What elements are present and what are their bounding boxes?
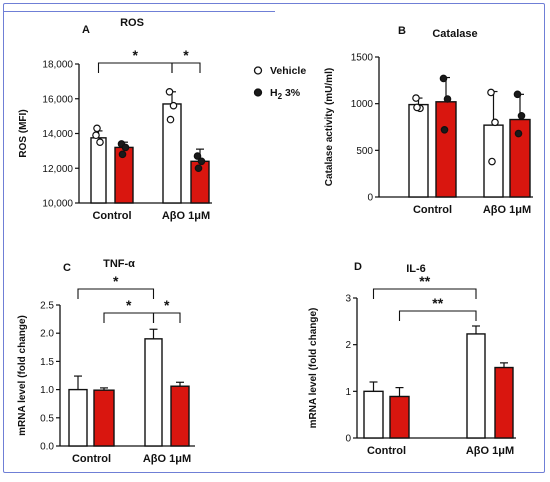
x-category-label: Control <box>413 204 452 216</box>
data-point <box>513 90 522 99</box>
data-point <box>165 88 174 96</box>
y-axis-label: ROS (MFI) <box>18 109 29 157</box>
significance-bracket <box>152 312 181 323</box>
data-point <box>121 143 130 152</box>
data-point <box>443 95 452 103</box>
significance-stars: * <box>164 297 170 313</box>
legend-marker-vehicle <box>253 66 263 75</box>
significance-bracket <box>97 62 173 73</box>
data-point <box>166 115 175 124</box>
significance-bracket <box>103 312 155 323</box>
panel-letter: D <box>354 261 362 273</box>
y-tick-label: 1 <box>345 387 351 398</box>
x-category-label: AβO 1μM <box>466 445 514 457</box>
data-point <box>439 74 448 83</box>
bar-treatment <box>93 389 115 447</box>
panel-letter: B <box>398 25 406 37</box>
data-point <box>413 103 421 112</box>
y-tick-label: 12,000 <box>42 164 73 175</box>
y-tick-label: 2.5 <box>40 301 54 312</box>
significance-bracket <box>398 310 477 321</box>
bar-vehicle <box>144 338 163 447</box>
y-tick-label: 0.5 <box>40 413 54 424</box>
panel-title: TNF-α <box>103 258 135 270</box>
legend: Vehicle H2 3% <box>253 65 306 101</box>
bar-vehicle <box>466 333 486 439</box>
bar-vehicle <box>408 103 429 198</box>
y-tick-label: 0 <box>367 193 373 204</box>
bar-vehicle <box>68 388 88 447</box>
x-category-label: AβO 1μM <box>143 453 191 465</box>
x-category-label: AβO 1μM <box>483 204 531 216</box>
legend-marker-treatment <box>253 88 263 97</box>
panel-letter: C <box>63 262 71 274</box>
data-point <box>440 126 449 134</box>
x-category-label: Control <box>72 453 111 465</box>
significance-stars: ** <box>432 295 443 311</box>
panel-title: Catalase <box>432 28 477 40</box>
data-point <box>96 138 104 146</box>
y-tick-label: 16,000 <box>42 94 73 105</box>
y-axis-label: mRNA level (fold change) <box>308 308 319 429</box>
y-tick-label: 2.0 <box>40 329 54 340</box>
bar-treatment <box>389 395 410 439</box>
significance-bracket <box>77 288 155 299</box>
data-point <box>169 101 178 110</box>
panel-b: B Catalase 0 500 1000 1500 Catalase activity (… <box>324 25 533 216</box>
y-tick-label: 1.5 <box>40 357 54 368</box>
significance-bracket <box>372 288 477 299</box>
data-point <box>412 94 420 102</box>
y-tick-label: 0.0 <box>40 442 54 453</box>
bar-treatment <box>170 385 190 447</box>
bar-treatment <box>494 366 514 439</box>
significance-stars: * <box>113 273 119 289</box>
x-category-label: Control <box>367 445 406 457</box>
significance-stars: ** <box>419 273 430 289</box>
data-point <box>517 112 526 120</box>
y-tick-label: 1500 <box>351 53 374 64</box>
data-point <box>491 118 499 127</box>
data-point <box>193 152 202 160</box>
panel-letter: A <box>82 24 90 36</box>
panel-d: D IL-6 0 1 2 3 mRNA level (fold change) Control… <box>308 261 516 457</box>
y-axis-label: Catalase activity (mU/ml) <box>324 68 335 186</box>
bar-vehicle <box>90 137 107 204</box>
significance-bracket <box>171 62 201 73</box>
legend-label-treatment: H2 3% <box>270 87 301 101</box>
data-point <box>92 131 100 140</box>
y-tick-label: 14,000 <box>42 129 73 140</box>
data-point <box>514 129 523 138</box>
panel-c: C TNF-α 0.0 0.5 1.0 1.5 2.0 2.5 mRNA level (fold… <box>17 258 195 465</box>
y-tick-label: 18,000 <box>42 60 73 71</box>
data-point <box>118 150 127 159</box>
x-category-label: Control <box>92 210 131 222</box>
legend-label-vehicle: Vehicle <box>270 65 306 77</box>
bar-treatment <box>435 101 457 198</box>
y-tick-label: 10,000 <box>42 199 73 210</box>
significance-stars: * <box>183 47 189 63</box>
y-tick-label: 2 <box>345 340 351 351</box>
data-point <box>488 157 496 166</box>
panel-a: A ROS 10,000 12,000 14,000 16,000 18,000 ROS (M… <box>18 17 306 222</box>
data-point <box>487 88 495 97</box>
y-tick-label: 500 <box>356 146 373 157</box>
significance-stars: * <box>126 297 132 313</box>
y-tick-label: 0 <box>345 434 351 445</box>
panel-title: IL-6 <box>406 263 426 275</box>
data-point <box>194 164 203 173</box>
bar-vehicle <box>363 390 384 439</box>
panel-title: ROS <box>120 17 144 29</box>
significance-stars: * <box>133 47 139 63</box>
y-tick-label: 1.0 <box>40 385 54 396</box>
data-point <box>93 124 101 133</box>
data-point <box>197 157 206 166</box>
y-axis-label: mRNA level (fold change) <box>17 315 28 436</box>
x-category-label: AβO 1μM <box>162 210 210 222</box>
y-tick-label: 1000 <box>351 99 374 110</box>
y-tick-label: 3 <box>345 294 351 305</box>
